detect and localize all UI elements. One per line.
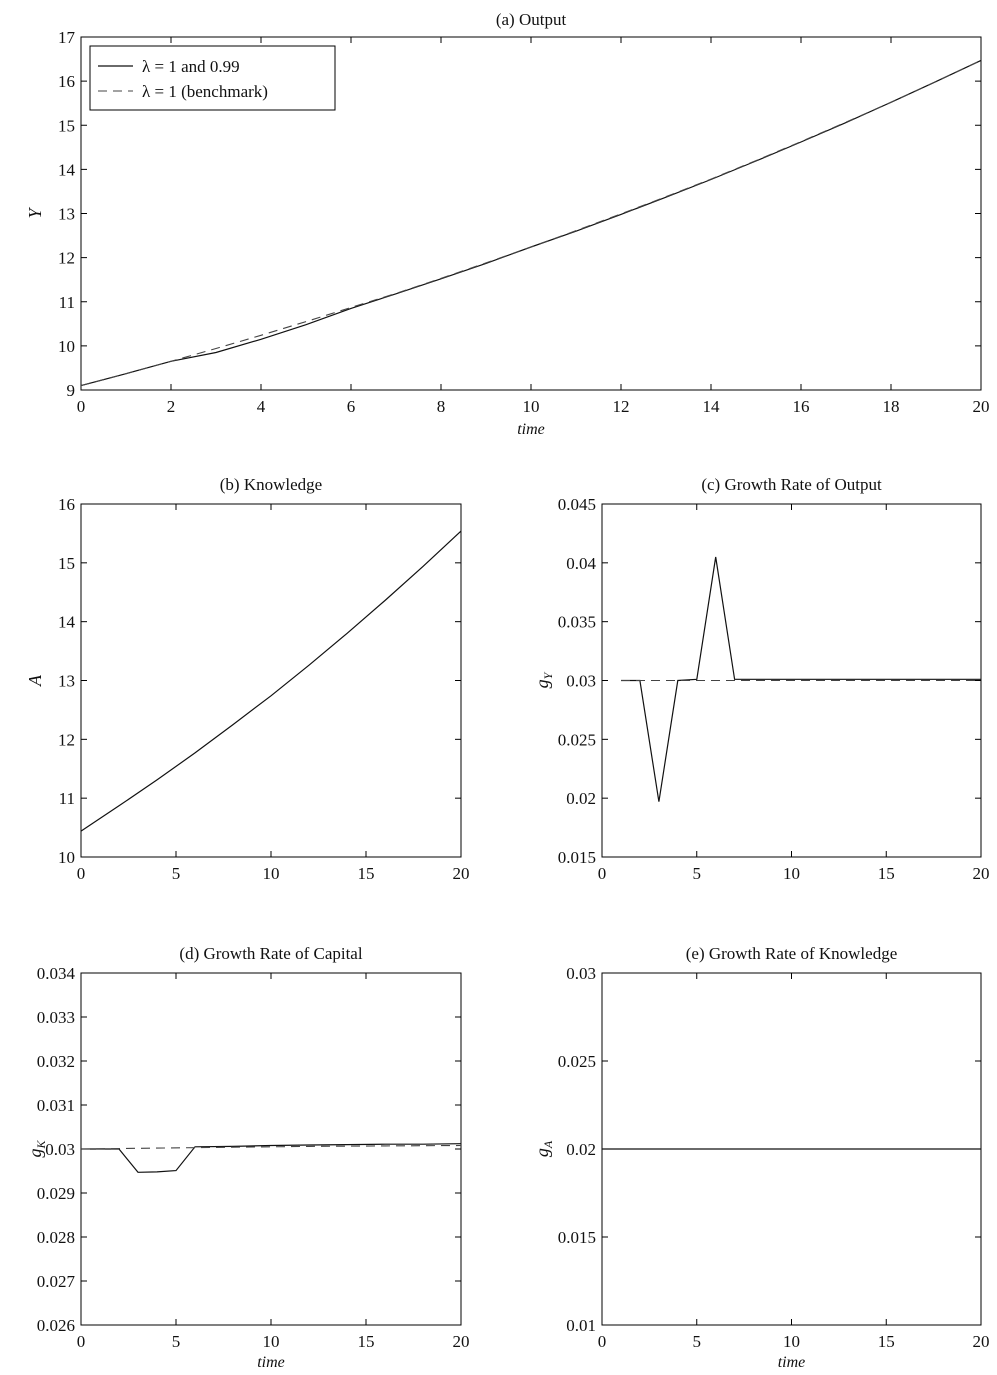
x-tick-label: 20 bbox=[453, 864, 470, 883]
y-tick-label: 12 bbox=[58, 249, 75, 268]
y-tick-label: 0.03 bbox=[45, 1140, 75, 1159]
y-tick-label: 0.032 bbox=[37, 1052, 75, 1071]
series-line-benchmark bbox=[80, 1144, 462, 1150]
y-axis-label: A bbox=[25, 674, 45, 687]
x-axis-label: time bbox=[257, 1354, 285, 1371]
x-tick-label: 20 bbox=[973, 1332, 990, 1351]
series-line bbox=[621, 556, 981, 802]
x-tick-label: 14 bbox=[703, 397, 721, 416]
y-tick-label: 0.015 bbox=[558, 848, 596, 867]
plot-frame bbox=[80, 503, 462, 858]
x-tick-label: 10 bbox=[783, 1332, 800, 1351]
x-tick-label: 20 bbox=[453, 1332, 470, 1351]
y-tick-label: 0.015 bbox=[558, 1228, 596, 1247]
y-tick-label: 0.03 bbox=[566, 964, 596, 983]
x-axis-label: time bbox=[778, 1354, 806, 1371]
x-tick-label: 5 bbox=[172, 1332, 181, 1351]
y-tick-label: 0.03 bbox=[566, 672, 596, 691]
x-tick-label: 0 bbox=[77, 1332, 86, 1351]
y-tick-label: 14 bbox=[58, 160, 76, 179]
y-tick-label: 15 bbox=[58, 554, 75, 573]
y-axis-label: gK bbox=[25, 1140, 48, 1158]
chart-title: (b) Knowledge bbox=[220, 475, 322, 494]
x-tick-label: 10 bbox=[783, 864, 800, 883]
y-tick-label: 16 bbox=[58, 72, 75, 91]
y-tick-label: 11 bbox=[59, 293, 75, 312]
y-tick-label: 0.029 bbox=[37, 1184, 75, 1203]
x-tick-label: 10 bbox=[263, 864, 280, 883]
y-tick-label: 13 bbox=[58, 205, 75, 224]
x-tick-label: 4 bbox=[257, 397, 266, 416]
x-tick-label: 5 bbox=[693, 1332, 702, 1351]
y-tick-label: 0.025 bbox=[558, 1052, 596, 1071]
chart-title: (c) Growth Rate of Output bbox=[701, 475, 882, 494]
y-tick-label: 9 bbox=[67, 381, 76, 400]
panel-growth-rate-capital: (d) Growth Rate of Capital 0 5 10 15 20 0.026 0… bbox=[25, 944, 470, 1371]
y-tick-label: 10 bbox=[58, 848, 75, 867]
x-tick-label: 20 bbox=[973, 397, 990, 416]
y-tick-label: 0.035 bbox=[558, 613, 596, 632]
y-tick-label: 13 bbox=[58, 672, 75, 691]
y-tick-label: 0.02 bbox=[566, 789, 596, 808]
x-tick-label: 16 bbox=[793, 397, 810, 416]
y-tick-label: 14 bbox=[58, 613, 76, 632]
y-tick-label: 0.01 bbox=[566, 1316, 596, 1335]
legend-entry: λ = 1 (benchmark) bbox=[142, 82, 268, 101]
x-tick-label: 15 bbox=[878, 864, 895, 883]
x-tick-label: 5 bbox=[172, 864, 181, 883]
y-axis-label: gY bbox=[532, 671, 555, 688]
y-tick-label: 0.028 bbox=[37, 1228, 75, 1247]
series-line bbox=[80, 530, 462, 832]
legend-box bbox=[89, 45, 336, 111]
y-tick-label: 0.025 bbox=[558, 730, 596, 749]
x-tick-label: 0 bbox=[77, 864, 86, 883]
y-tick-label: 0.026 bbox=[37, 1316, 75, 1335]
x-tick-label: 8 bbox=[437, 397, 446, 416]
chart-title: (e) Growth Rate of Knowledge bbox=[686, 944, 898, 963]
x-tick-label: 6 bbox=[347, 397, 356, 416]
x-tick-label: 20 bbox=[973, 864, 990, 883]
x-tick-label: 5 bbox=[693, 864, 702, 883]
y-axis-label: gA bbox=[532, 1140, 555, 1157]
x-tick-label: 15 bbox=[878, 1332, 895, 1351]
x-tick-label: 2 bbox=[167, 397, 176, 416]
x-axis-label: time bbox=[517, 421, 545, 438]
panel-knowledge: (b) Knowledge 0 5 10 15 20 10 11 12 13 14 15 16 A bbox=[25, 475, 470, 883]
series-line-benchmark bbox=[80, 59, 982, 387]
y-axis-label: Y bbox=[25, 207, 45, 219]
x-tick-label: 0 bbox=[77, 397, 86, 416]
x-tick-label: 10 bbox=[523, 397, 540, 416]
y-tick-label: 0.04 bbox=[566, 554, 596, 573]
x-tick-label: 15 bbox=[358, 864, 375, 883]
plot-frame bbox=[80, 972, 462, 1326]
y-tick-label: 10 bbox=[58, 337, 75, 356]
y-tick-label: 0.027 bbox=[37, 1272, 76, 1291]
panel-output: (a) Output 0 2 4 6 8 10 12 14 16 18 20 9 10 11 12 13 14 15… bbox=[25, 10, 990, 438]
y-tick-label: 0.02 bbox=[566, 1140, 596, 1159]
legend-entry: λ = 1 and 0.99 bbox=[142, 57, 240, 76]
panel-growth-rate-output: (c) Growth Rate of Output 0 5 10 15 20 0.015 0.… bbox=[532, 475, 990, 883]
y-tick-label: 17 bbox=[58, 28, 76, 47]
series-line bbox=[81, 1143, 462, 1173]
x-tick-label: 0 bbox=[598, 1332, 607, 1351]
x-tick-label: 12 bbox=[613, 397, 630, 416]
y-tick-label: 15 bbox=[58, 116, 75, 135]
y-tick-label: 12 bbox=[58, 730, 75, 749]
x-tick-label: 10 bbox=[263, 1332, 280, 1351]
x-tick-label: 0 bbox=[598, 864, 607, 883]
y-tick-label: 16 bbox=[58, 495, 75, 514]
y-tick-label: 0.034 bbox=[37, 964, 76, 983]
x-tick-label: 15 bbox=[358, 1332, 375, 1351]
y-tick-label: 0.033 bbox=[37, 1008, 75, 1027]
y-tick-label: 0.031 bbox=[37, 1096, 75, 1115]
legend: λ = 1 and 0.99 λ = 1 (benchmark) bbox=[89, 45, 336, 111]
y-tick-label: 11 bbox=[59, 789, 75, 808]
chart-title: (d) Growth Rate of Capital bbox=[179, 944, 362, 963]
y-tick-label: 0.045 bbox=[558, 495, 596, 514]
chart-title: (a) Output bbox=[496, 10, 567, 29]
panel-growth-rate-knowledge: (e) Growth Rate of Knowledge 0 5 10 15 20 0.01… bbox=[532, 944, 990, 1371]
x-tick-label: 18 bbox=[883, 397, 900, 416]
